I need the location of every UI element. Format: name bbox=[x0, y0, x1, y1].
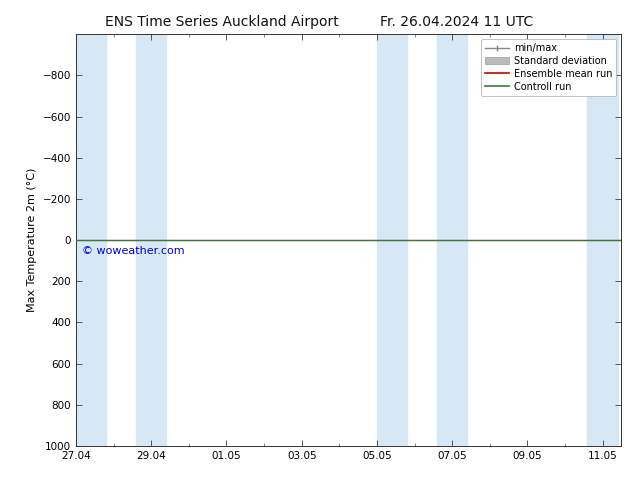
Text: © woweather.com: © woweather.com bbox=[82, 246, 184, 256]
Bar bbox=[76, 34, 106, 446]
Bar bbox=[377, 34, 407, 446]
Legend: min/max, Standard deviation, Ensemble mean run, Controll run: min/max, Standard deviation, Ensemble me… bbox=[481, 39, 616, 96]
Bar bbox=[136, 34, 166, 446]
Bar bbox=[588, 34, 618, 446]
Bar bbox=[437, 34, 467, 446]
Text: ENS Time Series Auckland Airport: ENS Time Series Auckland Airport bbox=[105, 15, 339, 29]
Y-axis label: Max Temperature 2m (°C): Max Temperature 2m (°C) bbox=[27, 168, 37, 312]
Text: Fr. 26.04.2024 11 UTC: Fr. 26.04.2024 11 UTC bbox=[380, 15, 533, 29]
